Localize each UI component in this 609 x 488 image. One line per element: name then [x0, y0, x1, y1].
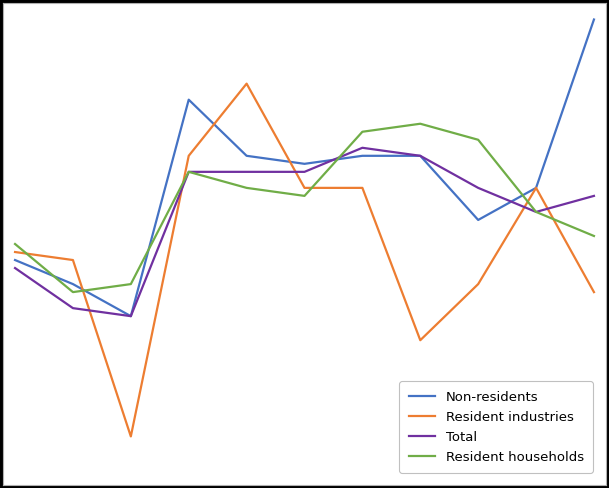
Total	[417, 153, 424, 159]
Non-residents	[69, 281, 77, 287]
Resident households	[69, 289, 77, 295]
Resident industries	[359, 185, 366, 191]
Resident households	[532, 209, 540, 215]
Resident industries	[127, 433, 135, 439]
Line: Resident industries: Resident industries	[15, 83, 594, 436]
Non-residents	[474, 217, 482, 223]
Total	[12, 265, 19, 271]
Resident industries	[417, 337, 424, 343]
Resident households	[590, 233, 597, 239]
Non-residents	[301, 161, 308, 167]
Total	[532, 209, 540, 215]
Resident households	[417, 121, 424, 127]
Non-residents	[127, 313, 135, 319]
Non-residents	[532, 185, 540, 191]
Resident households	[301, 193, 308, 199]
Resident industries	[532, 185, 540, 191]
Resident industries	[301, 185, 308, 191]
Non-residents	[590, 17, 597, 22]
Resident industries	[69, 257, 77, 263]
Resident industries	[185, 153, 192, 159]
Line: Non-residents: Non-residents	[15, 20, 594, 316]
Non-residents	[359, 153, 366, 159]
Total	[359, 145, 366, 151]
Line: Total: Total	[15, 148, 594, 316]
Total	[243, 169, 250, 175]
Non-residents	[185, 97, 192, 102]
Resident industries	[12, 249, 19, 255]
Non-residents	[12, 257, 19, 263]
Resident households	[185, 169, 192, 175]
Non-residents	[417, 153, 424, 159]
Resident industries	[243, 81, 250, 86]
Resident households	[359, 129, 366, 135]
Resident households	[127, 281, 135, 287]
Total	[69, 305, 77, 311]
Resident industries	[590, 289, 597, 295]
Resident households	[243, 185, 250, 191]
Total	[474, 185, 482, 191]
Resident industries	[474, 281, 482, 287]
Total	[127, 313, 135, 319]
Total	[185, 169, 192, 175]
Total	[301, 169, 308, 175]
Non-residents	[243, 153, 250, 159]
Resident households	[12, 241, 19, 247]
Resident households	[474, 137, 482, 142]
Legend: Non-residents, Resident industries, Total, Resident households: Non-residents, Resident industries, Tota…	[400, 381, 593, 473]
Line: Resident households: Resident households	[15, 124, 594, 292]
Total	[590, 193, 597, 199]
